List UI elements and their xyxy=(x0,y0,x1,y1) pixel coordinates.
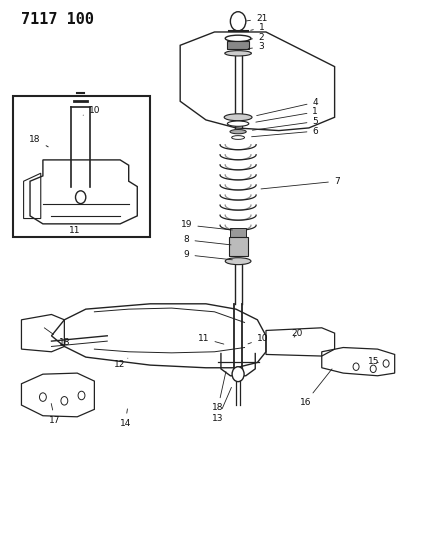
Text: 10: 10 xyxy=(83,107,100,115)
Text: 7117 100: 7117 100 xyxy=(21,12,94,27)
Text: 12: 12 xyxy=(114,358,128,369)
Text: 8: 8 xyxy=(184,236,231,245)
Text: 4: 4 xyxy=(257,98,318,116)
Circle shape xyxy=(370,365,376,373)
Ellipse shape xyxy=(224,114,252,120)
Text: 18: 18 xyxy=(30,135,48,147)
Text: 13: 13 xyxy=(212,387,231,423)
Bar xyxy=(229,237,248,256)
Text: 9: 9 xyxy=(184,251,233,260)
Text: 16: 16 xyxy=(300,369,332,407)
Text: 19: 19 xyxy=(181,221,233,230)
Bar xyxy=(227,41,249,49)
Ellipse shape xyxy=(225,258,251,265)
Circle shape xyxy=(232,367,244,382)
Text: 5: 5 xyxy=(252,117,318,130)
Ellipse shape xyxy=(225,35,251,42)
Text: 15: 15 xyxy=(369,357,380,366)
Text: 6: 6 xyxy=(251,127,318,137)
Ellipse shape xyxy=(230,130,246,134)
Text: 1: 1 xyxy=(251,23,265,32)
Text: 3: 3 xyxy=(248,43,264,51)
Text: 20: 20 xyxy=(291,329,302,337)
Text: 21: 21 xyxy=(246,14,267,23)
Text: 11: 11 xyxy=(69,227,81,235)
Text: 1: 1 xyxy=(256,108,318,122)
Text: 10: 10 xyxy=(248,334,268,344)
Text: 18: 18 xyxy=(44,328,70,346)
Text: 18: 18 xyxy=(212,372,226,412)
Ellipse shape xyxy=(232,136,245,140)
Ellipse shape xyxy=(225,51,251,56)
Text: 7: 7 xyxy=(261,177,340,189)
Circle shape xyxy=(39,393,46,401)
Bar xyxy=(13,96,150,237)
Text: 11: 11 xyxy=(198,334,224,344)
Text: 2: 2 xyxy=(249,33,264,42)
Circle shape xyxy=(76,191,86,204)
Circle shape xyxy=(78,391,85,400)
Ellipse shape xyxy=(227,121,249,126)
Circle shape xyxy=(61,397,68,405)
Text: 17: 17 xyxy=(49,403,60,424)
Circle shape xyxy=(383,360,389,367)
Circle shape xyxy=(353,363,359,370)
Text: 14: 14 xyxy=(120,409,131,427)
Circle shape xyxy=(230,12,246,31)
Bar xyxy=(230,228,246,237)
